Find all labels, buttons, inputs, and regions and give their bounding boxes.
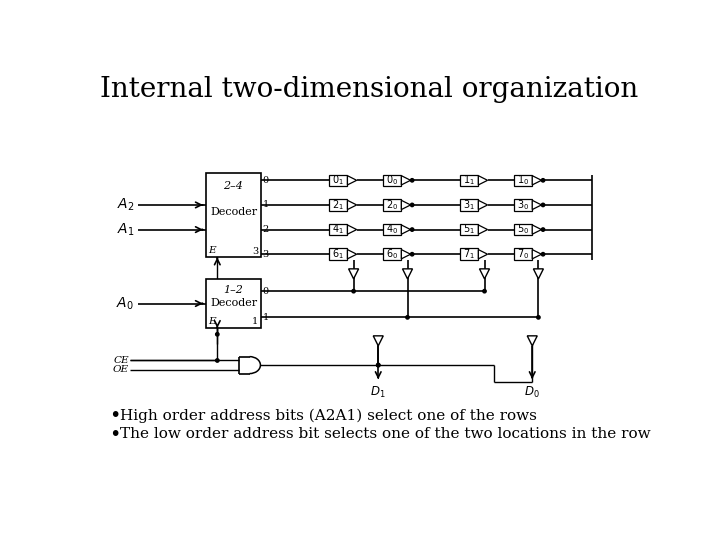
Bar [383, 174, 401, 186]
Text: $D_0$: $D_0$ [524, 385, 540, 400]
Bar [460, 174, 478, 186]
Text: The low order address bit selects one of the two locations in the row: The low order address bit selects one of… [120, 427, 650, 441]
Bar [514, 174, 532, 186]
Text: $7_0$: $7_0$ [517, 247, 529, 261]
Text: $6_0$: $6_0$ [386, 247, 398, 261]
Bar [329, 174, 348, 186]
Polygon shape [401, 176, 410, 185]
Text: 1–2: 1–2 [223, 285, 243, 295]
Text: $1_0$: $1_0$ [517, 173, 529, 187]
Text: 0: 0 [263, 287, 269, 296]
Bar [383, 224, 401, 235]
Text: $5_1$: $5_1$ [463, 222, 475, 237]
Polygon shape [348, 200, 356, 210]
Circle shape [541, 253, 545, 256]
Circle shape [377, 363, 380, 367]
Text: 1: 1 [263, 200, 269, 210]
Polygon shape [348, 249, 356, 259]
Bar [383, 248, 401, 260]
Bar [460, 224, 478, 235]
Text: Decoder: Decoder [210, 207, 257, 217]
Text: E: E [208, 246, 216, 255]
Polygon shape [527, 336, 537, 346]
Text: 3: 3 [252, 247, 258, 255]
Text: $5_0$: $5_0$ [517, 222, 529, 237]
Text: $7_1$: $7_1$ [463, 247, 475, 261]
Polygon shape [480, 269, 490, 279]
Text: $0_0$: $0_0$ [386, 173, 398, 187]
Bar [383, 199, 401, 211]
Polygon shape [532, 249, 541, 259]
Circle shape [406, 316, 409, 319]
Text: CE: CE [113, 356, 129, 365]
Text: $D_1$: $D_1$ [371, 385, 386, 400]
Bar [329, 224, 348, 235]
Circle shape [541, 179, 545, 182]
Polygon shape [401, 249, 410, 259]
Text: 0: 0 [263, 176, 269, 185]
Text: $A_1$: $A_1$ [117, 221, 134, 238]
Text: High order address bits (A2A1) select one of the rows: High order address bits (A2A1) select on… [120, 409, 536, 423]
Polygon shape [532, 200, 541, 210]
Bar [460, 199, 478, 211]
Polygon shape [478, 176, 487, 185]
Polygon shape [401, 225, 410, 234]
Text: $1_1$: $1_1$ [463, 173, 475, 187]
Bar [514, 248, 532, 260]
Text: •: • [109, 407, 120, 426]
Text: $2_0$: $2_0$ [386, 198, 398, 212]
Text: 2–4: 2–4 [223, 181, 243, 192]
Polygon shape [348, 225, 356, 234]
Text: •: • [109, 425, 120, 444]
Circle shape [352, 289, 355, 293]
Circle shape [215, 333, 219, 336]
Polygon shape [401, 200, 410, 210]
Polygon shape [478, 200, 487, 210]
Circle shape [541, 228, 545, 231]
Bar [514, 199, 532, 211]
Text: $A_0$: $A_0$ [117, 295, 134, 312]
Circle shape [410, 253, 414, 256]
Bar [329, 248, 348, 260]
Circle shape [541, 203, 545, 207]
Polygon shape [373, 336, 383, 346]
Bar [329, 199, 348, 211]
Bar [460, 248, 478, 260]
Circle shape [410, 203, 414, 207]
Polygon shape [534, 269, 544, 279]
Polygon shape [532, 225, 541, 234]
Circle shape [536, 316, 540, 319]
Circle shape [483, 289, 486, 293]
Text: 3: 3 [263, 249, 269, 259]
Text: E: E [208, 316, 216, 326]
Polygon shape [402, 269, 413, 279]
Bar [206, 279, 261, 328]
Bar [206, 173, 261, 257]
Circle shape [377, 363, 380, 367]
Circle shape [410, 228, 414, 231]
Text: Internal two-dimensional organization: Internal two-dimensional organization [100, 76, 638, 103]
Bar [514, 224, 532, 235]
Text: $6_1$: $6_1$ [332, 247, 344, 261]
Text: $3_0$: $3_0$ [517, 198, 529, 212]
Text: $0_1$: $0_1$ [332, 173, 344, 187]
Text: $A_2$: $A_2$ [117, 197, 134, 213]
Circle shape [410, 179, 414, 182]
Text: 1: 1 [263, 313, 269, 322]
Polygon shape [348, 176, 356, 185]
Text: $4_1$: $4_1$ [332, 222, 344, 237]
Polygon shape [348, 269, 359, 279]
Text: $2_1$: $2_1$ [332, 198, 344, 212]
Text: $3_1$: $3_1$ [463, 198, 475, 212]
Text: 1: 1 [252, 318, 258, 327]
Text: 2: 2 [263, 225, 269, 234]
Polygon shape [478, 225, 487, 234]
Polygon shape [532, 176, 541, 185]
Text: Decoder: Decoder [210, 299, 257, 308]
Circle shape [215, 359, 219, 362]
Text: $4_0$: $4_0$ [386, 222, 398, 237]
Text: OE: OE [112, 365, 129, 374]
Polygon shape [478, 249, 487, 259]
